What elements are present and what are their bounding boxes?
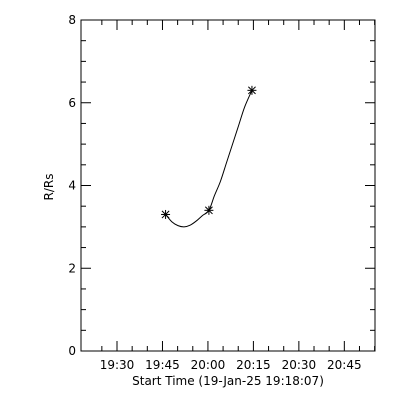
data-point	[247, 85, 257, 95]
y-axis-ticks: 0 2 4 6 8	[68, 13, 375, 358]
data-point	[161, 209, 171, 219]
x-axis-ticks: 19:30 19:45 20:00 20:15 20:30 20:45	[100, 20, 376, 372]
measurement-markers	[161, 85, 257, 219]
x-axis-title: Start Time (19-Jan-25 19:18:07)	[132, 374, 324, 388]
y-tick-label: 2	[68, 261, 76, 275]
x-tick-label: 20:00	[191, 358, 226, 372]
x-tick-label: 20:45	[327, 358, 362, 372]
y-tick-label: 0	[68, 344, 76, 358]
y-axis-title: R/Rs	[42, 174, 56, 201]
y-tick-label: 4	[68, 179, 76, 193]
x-tick-label: 19:30	[100, 358, 135, 372]
plot-frame	[80, 19, 376, 352]
y-tick-label: 8	[68, 13, 76, 27]
x-tick-label: 19:45	[145, 358, 180, 372]
x-tick-label: 20:30	[282, 358, 317, 372]
x-tick-label: 20:15	[236, 358, 271, 372]
data-point	[204, 205, 214, 215]
y-tick-label: 6	[68, 96, 76, 110]
